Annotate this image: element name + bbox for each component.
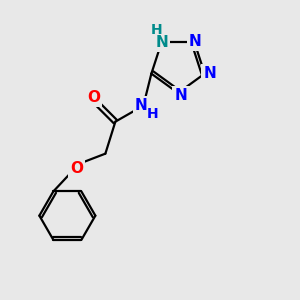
Text: H: H: [151, 23, 162, 37]
Text: N: N: [155, 35, 168, 50]
Text: N: N: [203, 66, 216, 81]
Text: O: O: [87, 90, 100, 105]
Text: O: O: [70, 161, 83, 176]
Text: N: N: [189, 34, 202, 49]
Text: H: H: [147, 107, 158, 121]
Text: N: N: [175, 88, 188, 104]
Text: N: N: [135, 98, 148, 113]
